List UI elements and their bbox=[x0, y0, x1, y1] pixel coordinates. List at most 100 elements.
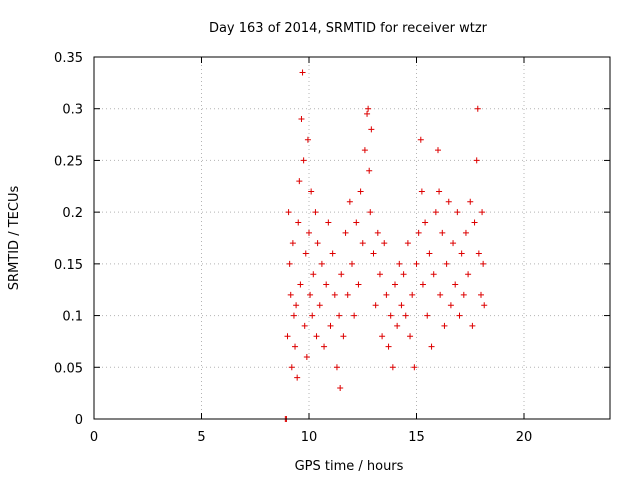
data-point bbox=[321, 343, 328, 350]
data-point bbox=[422, 219, 429, 226]
data-point bbox=[413, 260, 420, 267]
data-point bbox=[370, 250, 377, 257]
data-point bbox=[293, 302, 300, 309]
data-point bbox=[409, 291, 416, 298]
data-point bbox=[392, 281, 398, 288]
data-point bbox=[460, 291, 467, 298]
data-point bbox=[313, 333, 320, 340]
y-tick-label: 0.05 bbox=[54, 361, 83, 376]
data-point bbox=[309, 312, 316, 319]
data-point bbox=[456, 312, 463, 319]
grid-lines bbox=[94, 57, 610, 419]
data-point bbox=[287, 291, 294, 298]
data-point bbox=[419, 281, 426, 288]
data-point bbox=[312, 209, 319, 216]
data-point bbox=[411, 364, 418, 371]
data-point bbox=[389, 364, 396, 371]
data-point bbox=[336, 312, 343, 319]
data-point bbox=[304, 136, 311, 143]
data-point bbox=[426, 250, 433, 257]
y-axis-label: SRMTID / TECUs bbox=[7, 186, 22, 291]
data-point bbox=[404, 240, 411, 247]
data-point bbox=[428, 343, 435, 350]
data-point bbox=[296, 178, 303, 185]
y-tick-label: 0.15 bbox=[54, 258, 83, 273]
data-point bbox=[396, 260, 403, 267]
data-point bbox=[308, 188, 315, 195]
x-axis-label: GPS time / hours bbox=[295, 459, 404, 474]
data-point bbox=[344, 291, 351, 298]
data-point bbox=[481, 302, 488, 309]
data-point bbox=[398, 302, 405, 309]
data-point bbox=[478, 291, 484, 298]
data-point bbox=[290, 312, 297, 319]
x-tick-label: 5 bbox=[197, 430, 205, 445]
data-point bbox=[474, 105, 481, 112]
data-point bbox=[353, 219, 360, 226]
data-point bbox=[467, 198, 474, 205]
data-point bbox=[376, 271, 383, 278]
data-point bbox=[338, 271, 345, 278]
data-point bbox=[340, 333, 347, 340]
data-point bbox=[480, 260, 487, 267]
data-point bbox=[479, 209, 486, 216]
data-point bbox=[357, 188, 364, 195]
data-point bbox=[381, 240, 388, 247]
data-point bbox=[333, 364, 340, 371]
y-tick-labels: 0 0.05 0.1 0.15 0.2 0.25 0.3 0.35 bbox=[54, 51, 83, 428]
axis-ticks bbox=[93, 56, 610, 420]
data-point bbox=[447, 302, 454, 309]
x-tick-labels: 0 5 10 15 20 bbox=[90, 430, 532, 445]
data-point bbox=[435, 147, 441, 154]
data-point bbox=[475, 250, 482, 257]
data-point bbox=[349, 260, 355, 267]
data-point bbox=[368, 126, 375, 133]
data-point bbox=[379, 333, 386, 340]
data-point bbox=[318, 260, 325, 267]
data-point bbox=[300, 157, 307, 164]
data-point bbox=[424, 312, 431, 319]
data-point bbox=[452, 281, 459, 288]
data-point bbox=[337, 384, 344, 391]
data-point bbox=[473, 157, 480, 164]
x-tick-label: 10 bbox=[301, 430, 318, 445]
data-point bbox=[298, 116, 305, 123]
data-point bbox=[407, 333, 414, 340]
data-point bbox=[462, 229, 469, 236]
data-point bbox=[307, 291, 314, 298]
data-point bbox=[331, 291, 338, 298]
y-tick-label: 0.35 bbox=[54, 51, 83, 66]
data-point bbox=[443, 260, 450, 267]
data-point bbox=[385, 343, 392, 350]
y-tick-label: 0.25 bbox=[54, 154, 83, 169]
data-point bbox=[450, 240, 457, 247]
data-point bbox=[366, 167, 373, 174]
data-point bbox=[394, 322, 401, 329]
data-point bbox=[325, 219, 332, 226]
data-point bbox=[351, 312, 358, 319]
data-point bbox=[374, 229, 381, 236]
data-point bbox=[329, 250, 336, 257]
data-point bbox=[310, 271, 317, 278]
data-point bbox=[430, 271, 437, 278]
data-point bbox=[285, 209, 292, 216]
data-point bbox=[323, 281, 330, 288]
data-point bbox=[303, 353, 310, 360]
y-tick-label: 0.1 bbox=[62, 310, 83, 325]
data-point bbox=[387, 312, 394, 319]
data-point bbox=[346, 198, 353, 205]
data-point bbox=[471, 219, 478, 226]
data-point bbox=[294, 374, 301, 381]
data-point bbox=[292, 343, 299, 350]
x-tick-label: 0 bbox=[90, 430, 98, 445]
y-tick-label: 0 bbox=[75, 413, 83, 428]
data-point bbox=[301, 322, 308, 329]
data-point bbox=[299, 69, 306, 76]
data-point bbox=[383, 291, 390, 298]
data-point bbox=[289, 240, 296, 247]
x-tick-label: 20 bbox=[516, 430, 533, 445]
data-point bbox=[302, 250, 309, 257]
data-point bbox=[316, 302, 323, 309]
data-point bbox=[437, 291, 444, 298]
